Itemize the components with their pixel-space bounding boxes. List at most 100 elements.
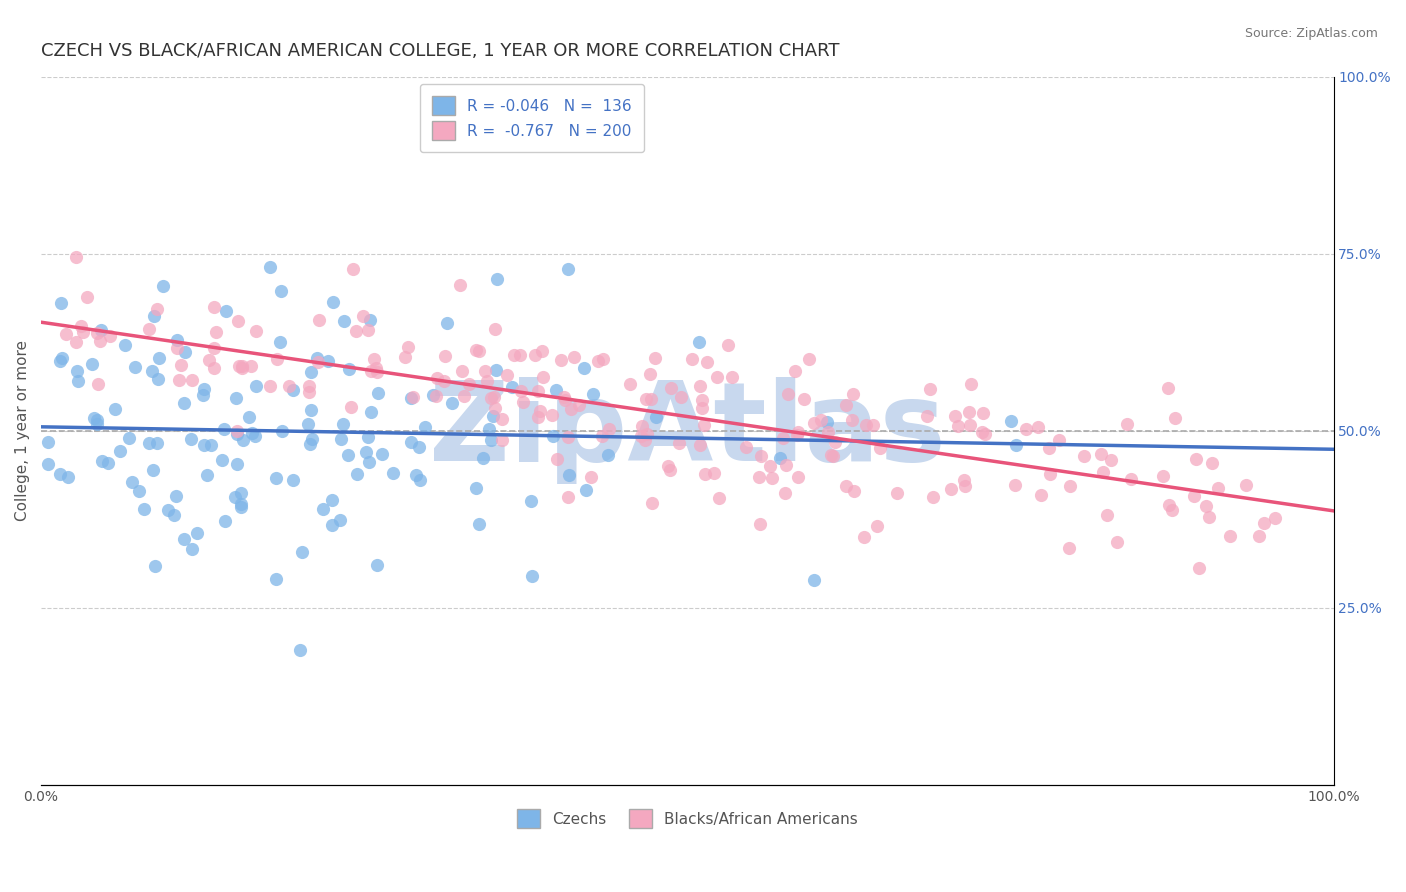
Point [156, 503, 179, 517]
Point [332, 417, 354, 432]
Point [592, 352, 614, 367]
Point [748, 470, 770, 484]
Point [118, 431, 141, 445]
Point [491, 412, 513, 426]
Point [271, 424, 294, 438]
Point [142, 463, 165, 477]
Point [619, 376, 641, 391]
Point [631, 418, 654, 433]
Point [238, 410, 260, 425]
Point [49, 296, 72, 310]
Point [541, 408, 564, 422]
Point [214, 514, 236, 528]
Point [245, 378, 267, 392]
Point [340, 400, 363, 414]
Point [299, 403, 322, 417]
Point [259, 379, 281, 393]
Point [815, 415, 838, 429]
Point [56, 470, 79, 484]
Point [630, 429, 652, 443]
Point [689, 379, 711, 393]
Point [972, 425, 994, 439]
Point [399, 435, 422, 450]
Point [229, 486, 252, 500]
Point [478, 422, 501, 436]
Point [586, 353, 609, 368]
Point [862, 417, 884, 432]
Point [299, 365, 322, 379]
Point [501, 380, 523, 394]
Point [1039, 467, 1062, 481]
Point [920, 383, 942, 397]
Point [243, 429, 266, 443]
Point [329, 513, 352, 527]
Point [298, 384, 321, 399]
Point [426, 371, 449, 385]
Point [479, 391, 502, 405]
Point [433, 374, 456, 388]
Point [193, 387, 215, 401]
Point [453, 389, 475, 403]
Point [1201, 456, 1223, 470]
Point [690, 392, 713, 407]
Point [634, 392, 657, 406]
Point [224, 490, 246, 504]
Point [138, 436, 160, 450]
Point [396, 340, 419, 354]
Point [86, 412, 108, 426]
Point [110, 443, 132, 458]
Point [817, 425, 839, 439]
Point [1004, 438, 1026, 452]
Text: Source: ZipAtlas.com: Source: ZipAtlas.com [1244, 27, 1378, 40]
Point [145, 435, 167, 450]
Point [761, 470, 783, 484]
Point [560, 401, 582, 416]
Point [562, 350, 585, 364]
Point [200, 438, 222, 452]
Point [231, 359, 253, 373]
Point [98, 329, 121, 343]
Point [486, 272, 509, 286]
Point [778, 386, 800, 401]
Point [270, 284, 292, 298]
Point [786, 427, 808, 442]
Point [225, 424, 247, 438]
Point [1182, 489, 1205, 503]
Point [1105, 535, 1128, 549]
Point [943, 409, 966, 423]
Point [436, 316, 458, 330]
Point [749, 449, 772, 463]
Point [422, 388, 444, 402]
Point [793, 392, 815, 406]
Point [1184, 451, 1206, 466]
Point [312, 501, 335, 516]
Point [842, 484, 865, 499]
Point [307, 355, 329, 369]
Point [644, 409, 666, 424]
Point [193, 438, 215, 452]
Point [959, 418, 981, 433]
Point [866, 518, 889, 533]
Point [509, 348, 531, 362]
Point [1000, 414, 1022, 428]
Point [264, 471, 287, 485]
Point [180, 432, 202, 446]
Point [554, 392, 576, 407]
Point [689, 437, 711, 451]
Point [596, 448, 619, 462]
Point [1119, 472, 1142, 486]
Point [1095, 508, 1118, 522]
Point [366, 366, 388, 380]
Point [1026, 419, 1049, 434]
Point [787, 425, 810, 440]
Point [65, 250, 87, 264]
Point [202, 341, 225, 355]
Point [688, 334, 710, 349]
Point [769, 450, 792, 465]
Point [166, 341, 188, 355]
Point [939, 482, 962, 496]
Point [681, 351, 703, 366]
Point [641, 496, 664, 510]
Point [225, 458, 247, 472]
Point [529, 404, 551, 418]
